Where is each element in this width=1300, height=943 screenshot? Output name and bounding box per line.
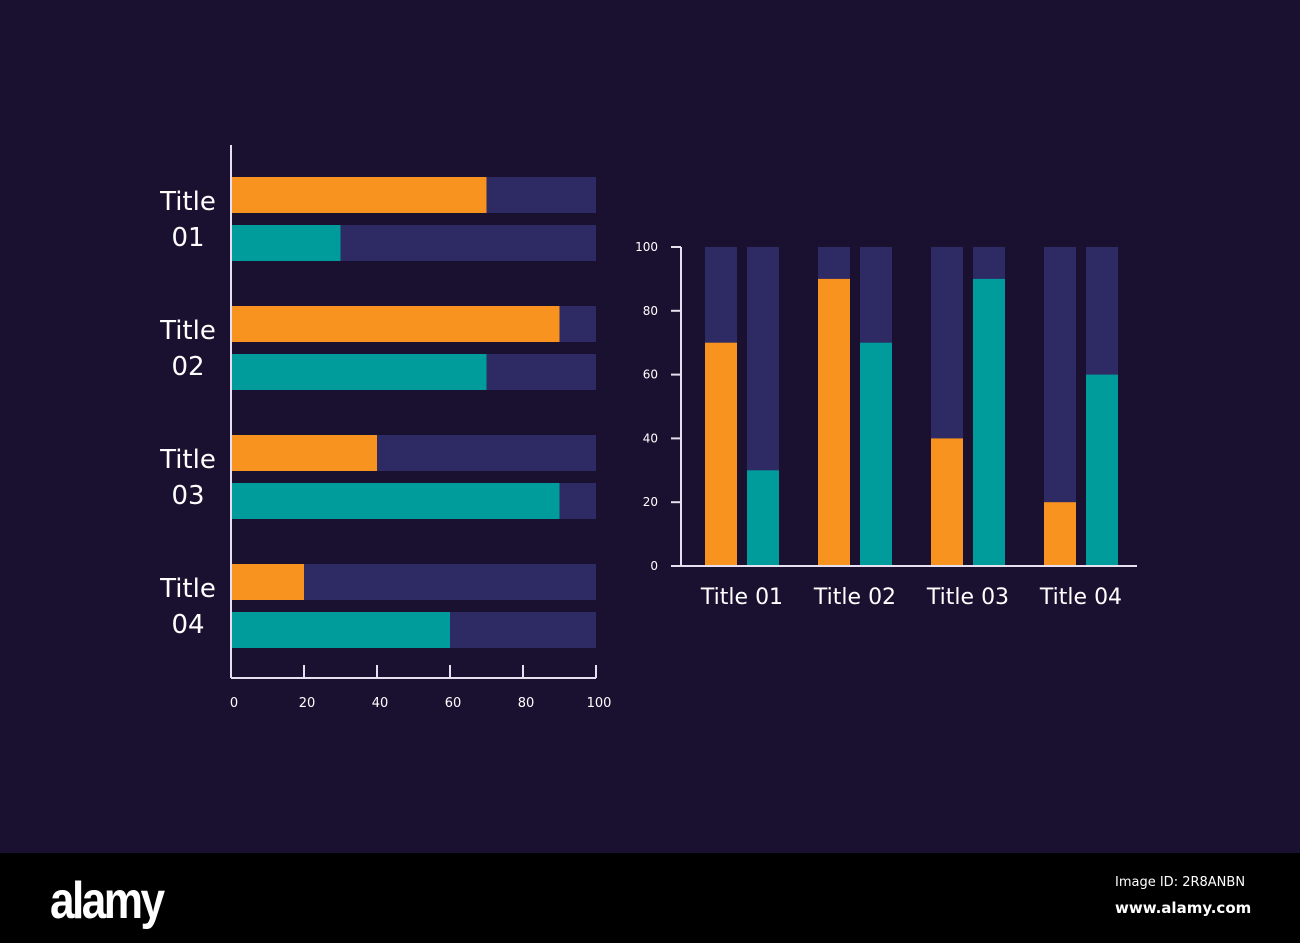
bar-orange-1: [231, 177, 487, 213]
column-teal-2: [860, 342, 892, 566]
column-orange-1: [705, 342, 737, 566]
x-tick-label: 80: [518, 696, 535, 711]
image-id: Image ID: 2R8ANBN: [1115, 875, 1246, 890]
category-label: 04: [171, 610, 204, 640]
column-teal-4: [1086, 374, 1118, 566]
column-teal-1: [747, 470, 779, 566]
category-label: Title 03: [926, 585, 1009, 610]
x-tick-label: 0: [230, 696, 238, 711]
category-label: Title: [159, 187, 216, 217]
site-url: www.alamy.com: [1115, 899, 1252, 917]
category-label: Title 01: [700, 585, 783, 610]
column-orange-2: [818, 278, 850, 566]
bar-teal-2: [231, 354, 487, 390]
bar-orange-3: [231, 435, 377, 471]
category-label: 03: [171, 481, 204, 511]
bar-teal-3: [231, 483, 560, 519]
alamy-logo: alamy: [50, 872, 165, 930]
footer: alamy Image ID: 2R8ANBN www.alamy.com: [0, 853, 1300, 943]
y-tick-label: 60: [643, 368, 658, 382]
column-teal-3: [973, 278, 1005, 566]
category-label: 01: [171, 223, 204, 253]
y-tick-label: 100: [635, 240, 658, 254]
category-label: Title: [159, 316, 216, 346]
column-orange-4: [1044, 502, 1076, 566]
x-tick-label: 20: [299, 696, 316, 711]
bar-orange-2: [231, 306, 560, 342]
x-tick-label: 40: [372, 696, 389, 711]
column-orange-3: [931, 438, 963, 566]
bar-orange-4: [231, 564, 304, 600]
category-label: Title 04: [1039, 585, 1122, 610]
bar-teal-4: [231, 612, 450, 648]
y-tick-label: 20: [643, 495, 658, 509]
category-label: 02: [171, 352, 204, 382]
y-tick-label: 0: [650, 559, 658, 573]
category-label: Title: [159, 574, 216, 604]
y-tick-label: 40: [643, 431, 658, 445]
x-tick-label: 60: [445, 696, 462, 711]
category-label: Title: [159, 445, 216, 475]
x-tick-label: 100: [587, 696, 612, 711]
bar-teal-1: [231, 225, 341, 261]
y-tick-label: 80: [643, 304, 658, 318]
category-label: Title 02: [813, 585, 896, 610]
